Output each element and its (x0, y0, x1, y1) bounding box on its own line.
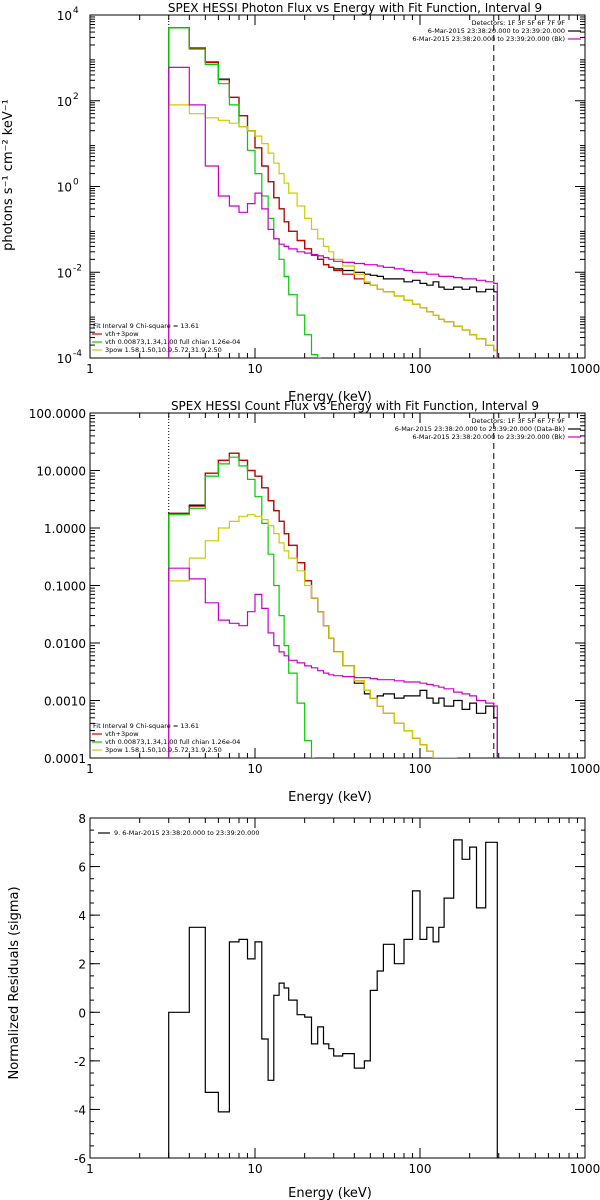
series-line-bk (168, 66, 498, 358)
legend-bottom-left-entry: 3pow 1.58,1.50,10.9,5.72,31.9,2.50 (105, 346, 222, 354)
residuals-xlabel: Energy (keV) (288, 1186, 372, 1200)
y-tick-label: 10.0000 (36, 465, 86, 479)
y-tick-label: -2 (74, 1055, 86, 1069)
y-tick-label: 0 (78, 1006, 86, 1020)
x-tick-label: 1 (86, 1162, 94, 1176)
y-tick-label: 4 (78, 909, 86, 923)
y-tick-label: 0.0001 (44, 752, 86, 766)
legend-top-left-entry: 9. 6-Mar-2015 23:38:20.000 to 23:39:20.0… (114, 829, 260, 837)
y-tick-label: 1.0000 (44, 522, 86, 536)
y-tick-exponent: 0 (73, 178, 79, 188)
legend-bottom-left-entry: vth 0.00873,1.34,1.00 full chian 1.26e-0… (105, 738, 240, 746)
y-tick-label: 10 (57, 95, 72, 109)
x-tick-label: 100 (409, 1162, 432, 1176)
photon-flux-ylabel: photons s⁻¹ cm⁻² keV⁻¹ (1, 99, 16, 251)
legend-bottom-left-entry: Fit Interval 9 Chi-square = 13.61 (93, 722, 199, 730)
x-tick-label: 1000 (570, 762, 600, 776)
legend-top-right-entry: 6-Mar-2015 23:38:20.000 to 23:39:20.000 … (412, 35, 565, 43)
series-line-bk (168, 567, 498, 758)
y-tick-label: 10 (57, 352, 72, 366)
x-tick-label: 1000 (570, 1162, 600, 1176)
legend-bottom-left-entry: Fit Interval 9 Chi-square = 13.61 (93, 322, 199, 330)
residuals-plot: 1 10 100 1000 -6 -4 -2 0 2 4 6 8 9. 6-Mar-2015 23:38… (74, 812, 600, 1176)
series-group (168, 27, 498, 358)
residuals-panel: 1 10 100 1000 -6 -4 -2 0 2 4 6 8 9. 6-Mar-2015 23:38… (7, 812, 600, 1200)
series-group (168, 839, 498, 1158)
y-tick-label: 0.1000 (44, 580, 86, 594)
count-flux-title: SPEX HESSI Count Flux vs Energy with Fit… (171, 399, 539, 413)
y-tick-label: 0.0100 (44, 637, 86, 651)
x-tick-label: 100 (409, 762, 432, 776)
legend-top-right-entry: Detectors: 1F 3F 5F 6F 7F 9F (471, 417, 565, 425)
y-tick-label: 10 (57, 181, 72, 195)
photon-flux-panel: SPEX HESSI Photon Flux vs Energy with Fi… (1, 1, 600, 405)
legend-top-right-entry: 6-Mar-2015 23:38:20.000 to 23:39:20.000 … (412, 433, 565, 441)
x-tick-label: 1000 (570, 362, 600, 376)
series-line-3pow (168, 514, 458, 758)
series-line-vth (168, 27, 322, 358)
y-tick-label: 0.0010 (44, 695, 86, 709)
legend-top-right-entry: Detectors: 1F 3F 5F 6F 7F 9F (471, 19, 565, 27)
y-tick-label: 2 (78, 958, 86, 972)
legend-top-right-entry: 6-Mar-2015 23:38:20.000 to 23:39:20.000 … (395, 425, 565, 433)
x-tick-label: 100 (409, 362, 432, 376)
y-tick-exponent: 2 (73, 92, 79, 102)
count-flux-panel: SPEX HESSI Count Flux vs Energy with Fit… (29, 399, 600, 805)
series-line-3pow (168, 104, 498, 358)
y-tick-exponent: 4 (73, 6, 79, 16)
legend-bottom-left-entry: vth+3pow (105, 330, 139, 338)
x-tick-label: 10 (247, 762, 262, 776)
residuals-ylabel: Normalized Residuals (sigma) (7, 886, 22, 1079)
y-tick-label: 8 (78, 812, 86, 826)
series-group (168, 452, 498, 758)
y-tick-exponent: -4 (73, 349, 82, 359)
x-tick-label: 10 (247, 1162, 262, 1176)
series-line-residuals (168, 839, 498, 1158)
y-tick-label: 6 (78, 861, 86, 875)
photon-flux-title: SPEX HESSI Photon Flux vs Energy with Fi… (168, 1, 542, 15)
x-tick-label: 1 (86, 362, 94, 376)
y-tick-label: -6 (74, 1152, 86, 1166)
count-flux-plot: 1 10 100 1000 0.0001 0.0010 0.0100 0.1000 1.0000… (29, 407, 600, 776)
legend-top-right-entry: 6-Mar-2015 23:38:20.000 to 23:39:20.000 (428, 27, 565, 35)
y-tick-label: -4 (74, 1103, 86, 1117)
y-tick-label: 10 (57, 266, 72, 280)
y-tick-label: 100.0000 (29, 407, 86, 421)
series-line-vth (168, 456, 315, 758)
y-tick-exponent: -2 (73, 263, 82, 273)
x-tick-label: 1 (86, 762, 94, 776)
legend-bottom-left-entry: 3pow 1.58,1.50,10.9,5.72,31.9,2.50 (105, 746, 222, 754)
legend-bottom-left-entry: vth+3pow (105, 730, 139, 738)
y-tick-label: 10 (57, 9, 72, 23)
legend-bottom-left-entry: vth 0.00873,1.34,1.00 full chian 1.26e-0… (105, 338, 240, 346)
x-tick-label: 10 (247, 362, 262, 376)
count-flux-xlabel: Energy (keV) (288, 790, 372, 805)
photon-flux-xlabel: Energy (keV) (288, 390, 372, 405)
